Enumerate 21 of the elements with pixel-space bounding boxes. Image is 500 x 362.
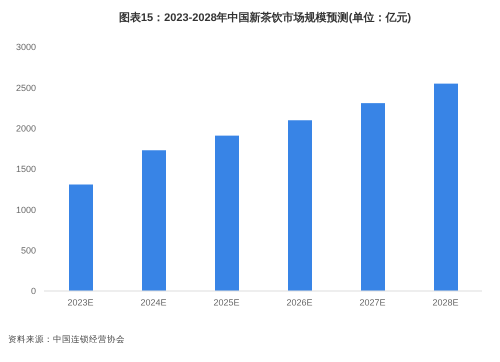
y-tick-label: 0 xyxy=(30,286,36,296)
bar xyxy=(69,184,93,291)
y-tick-label: 1500 xyxy=(16,164,36,174)
bar xyxy=(434,84,458,291)
x-tick-label: 2024E xyxy=(140,297,167,308)
x-tick-label: 2028E xyxy=(432,297,459,308)
y-tick-label: 3000 xyxy=(16,42,36,52)
y-tick-label: 2500 xyxy=(16,82,36,93)
chart-title: 图表15：2023-2028年中国新茶饮市场规模预测(单位：亿元) xyxy=(118,10,412,25)
x-tick-label: 2027E xyxy=(359,297,386,308)
y-tick-label: 2000 xyxy=(16,124,36,134)
y-tick-label: 1000 xyxy=(16,204,36,215)
bar xyxy=(215,136,239,291)
y-tick-label: 500 xyxy=(20,246,36,256)
x-tick-label: 2026E xyxy=(286,297,313,308)
bar xyxy=(142,150,166,291)
x-tick-label: 2025E xyxy=(213,297,240,308)
x-tick-label: 2023E xyxy=(67,297,94,308)
text: 资料来源：中国连锁经营协会 xyxy=(8,334,125,346)
bar xyxy=(288,120,312,291)
bar xyxy=(361,103,385,291)
